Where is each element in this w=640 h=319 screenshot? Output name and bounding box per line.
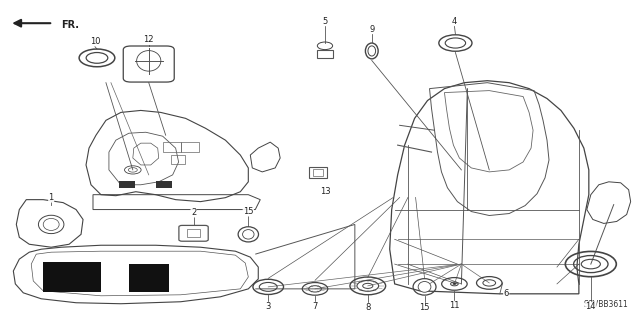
Text: FR.: FR.	[61, 20, 79, 30]
FancyBboxPatch shape	[129, 264, 169, 292]
Text: 6: 6	[504, 289, 509, 298]
Text: 7: 7	[312, 302, 317, 311]
Text: 4: 4	[452, 17, 457, 26]
Text: 1: 1	[49, 193, 54, 202]
Text: 10: 10	[90, 37, 100, 46]
Text: 14: 14	[586, 302, 596, 311]
Text: SCVBB3611: SCVBB3611	[584, 300, 628, 309]
Text: 13: 13	[319, 187, 330, 196]
Text: 3: 3	[266, 302, 271, 311]
Ellipse shape	[418, 281, 431, 292]
Text: 5: 5	[323, 17, 328, 26]
Text: 15: 15	[419, 303, 430, 312]
Circle shape	[452, 283, 456, 285]
Text: 2: 2	[191, 208, 196, 217]
Text: 9: 9	[369, 25, 374, 33]
Text: 8: 8	[365, 303, 371, 312]
FancyBboxPatch shape	[156, 182, 172, 188]
Text: 15: 15	[243, 207, 253, 216]
FancyBboxPatch shape	[44, 262, 101, 292]
FancyBboxPatch shape	[119, 182, 135, 188]
Text: 12: 12	[143, 34, 154, 44]
Text: 11: 11	[449, 301, 460, 310]
